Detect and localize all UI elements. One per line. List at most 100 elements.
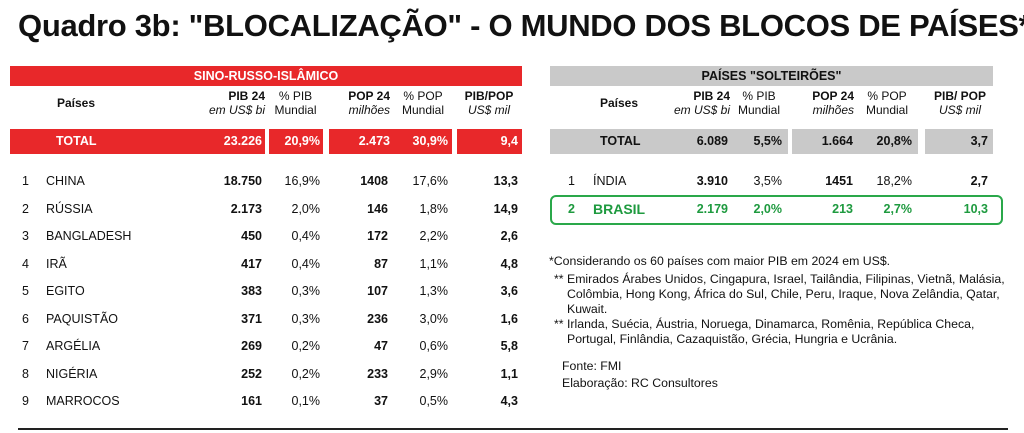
cell-pib: 18.750 [223, 174, 262, 188]
cell-pct-pop: 1,8% [419, 201, 449, 216]
left-total-bar-seg2 [269, 129, 323, 154]
cell-name: EGITO [46, 284, 85, 298]
right-total-pop: 1.664 [821, 134, 853, 148]
cell-pct-pop: 2,7% [883, 202, 913, 216]
cell-pib: 161 [241, 394, 262, 408]
right-col-pct-pop: % POP Mundial [865, 89, 909, 117]
cell-n: 4 [22, 256, 29, 271]
table-row: 6 PAQUISTÃO 371 0,3% 236 3,0% 1,6 [0, 306, 1024, 333]
cell-name: ÍNDIA [593, 174, 627, 188]
cell-pib: 383 [241, 284, 262, 298]
left-total-pct-pop: 30,9% [412, 134, 448, 148]
cell-pct-pib: 0,2% [291, 366, 321, 381]
right-total-bar-seg2 [792, 129, 918, 154]
right-col-pop: POP 24 milhões [812, 89, 854, 117]
cell-pct-pop: 0,5% [419, 394, 449, 408]
cell-name: PAQUISTÃO [46, 311, 119, 326]
left-col-pct-pop: % POP Mundial [401, 89, 445, 117]
right-total-pct-pib: 5,5% [753, 134, 783, 148]
right-total-bar-seg3 [925, 129, 993, 154]
right-table-heading: PAÍSES "SOLTEIRÕES" [550, 66, 993, 86]
cell-pib: 269 [241, 339, 262, 353]
cell-pop: 233 [367, 366, 388, 381]
cell-pct-pib: 16,9% [284, 174, 320, 188]
table-row: 3 BANGLADESH 450 0,4% 172 2,2% 2,6 [0, 223, 1024, 250]
cell-name: CHINA [46, 174, 85, 188]
right-total-label: TOTAL [600, 134, 641, 148]
left-total-bar-seg4 [457, 129, 522, 154]
footnote-2: ** Emirados Árabes Unidos, Cingapura, Is… [554, 272, 1005, 316]
left-total-pib: 23.226 [223, 134, 262, 148]
table-row: 1 CHINA 18.750 16,9% 1408 17,6% 13,3 [0, 168, 1024, 195]
table-row-brasil: 2 BRASIL 2.179 2,0% 213 2,7% 10,3 [0, 196, 1024, 223]
cell-pct-pop: 1,3% [419, 284, 449, 298]
cell-pib: 3.910 [696, 174, 728, 188]
cell-pct-pop: 1,1% [419, 256, 449, 271]
left-total-pib-pop: 9,4 [500, 134, 518, 148]
cell-pib-pop: 1,1 [500, 366, 518, 381]
cell-n: 8 [22, 366, 29, 381]
table-row: 9 MARROCOS 161 0,1% 37 0,5% 4,3 [0, 388, 1024, 415]
brasil-highlight-box [550, 195, 1003, 225]
cell-name: MARROCOS [46, 394, 120, 408]
cell-pop: 172 [367, 229, 388, 243]
cell-pct-pop: 3,0% [419, 311, 449, 326]
cell-pop: 1408 [360, 174, 388, 188]
table-row: 2 RÚSSIA 2.173 2,0% 146 1,8% 14,9 [0, 196, 1024, 223]
cell-pop: 236 [367, 311, 388, 326]
left-col-pib-pop: PIB/POP US$ mil [464, 89, 514, 117]
right-total-pct-pop: 20,8% [876, 134, 912, 148]
left-total-label: TOTAL [56, 134, 97, 148]
left-total-bar [10, 129, 265, 154]
left-col-pct-pib: % PIB Mundial [274, 89, 317, 117]
cell-pop: 213 [832, 202, 853, 216]
cell-pct-pop: 2,2% [419, 229, 449, 243]
cell-name: BRASIL [593, 201, 646, 217]
left-total-pop: 2.473 [358, 134, 390, 148]
cell-pib-pop: 1,6 [500, 311, 518, 326]
table-row: 8 NIGÉRIA 252 0,2% 233 2,9% 1,1 [0, 361, 1024, 388]
footnotes: *Considerando os 60 países com maior PIB… [549, 254, 1014, 391]
cell-pct-pib: 0,2% [291, 339, 321, 353]
cell-pct-pib: 2,0% [291, 201, 321, 216]
right-total-bar [550, 129, 788, 154]
cell-name: ARGÉLIA [46, 339, 101, 353]
cell-pop: 47 [374, 339, 388, 353]
cell-n: 7 [22, 339, 29, 353]
cell-n: 5 [22, 284, 29, 298]
left-total-pct-pib: 20,9% [284, 134, 320, 148]
cell-pib-pop: 2,6 [500, 229, 518, 243]
cell-n: 9 [22, 394, 29, 408]
cell-pop: 146 [367, 201, 388, 216]
cell-pct-pop: 17,6% [412, 174, 448, 188]
cell-pib: 2.179 [696, 202, 728, 216]
cell-pop: 87 [374, 256, 388, 271]
footnote-1: *Considerando os 60 países com maior PIB… [549, 254, 891, 268]
cell-pct-pib: 0,3% [291, 284, 321, 298]
right-col-paises: Países [600, 96, 639, 110]
cell-pib: 450 [241, 229, 262, 243]
cell-name: BANGLADESH [46, 229, 132, 243]
cell-name: RÚSSIA [46, 201, 93, 216]
cell-pib-pop: 4,3 [500, 394, 518, 408]
cell-pib-pop: 13,3 [493, 174, 518, 188]
cell-pib: 417 [241, 256, 262, 271]
cell-pib-pop: 4,8 [500, 256, 518, 271]
cell-pib: 2.173 [230, 201, 262, 216]
cell-pib: 252 [241, 366, 262, 381]
left-col-paises: Países [57, 96, 96, 110]
cell-pct-pib: 0,1% [291, 394, 321, 408]
cell-n: 1 [22, 174, 29, 188]
table-row: 7 ARGÉLIA 269 0,2% 47 0,6% 5,8 [0, 333, 1024, 360]
table-row: 1 ÍNDIA 3.910 3,5% 1451 18,2% 2,7 [0, 168, 1024, 195]
cell-name: IRÃ [46, 256, 67, 271]
right-col-pct-pib: % PIB Mundial [737, 89, 781, 117]
cell-n: 1 [568, 174, 575, 188]
left-table-heading: SINO-RUSSO-ISLÂMICO [10, 66, 522, 86]
author-note: Elaboração: RC Consultores [562, 376, 718, 390]
cell-pct-pop: 0,6% [419, 339, 449, 353]
right-total-pib: 6.089 [696, 134, 728, 148]
page-title: Quadro 3b: "BLOCALIZAÇÃO" - O MUNDO DOS … [18, 8, 1024, 43]
cell-pct-pop: 2,9% [419, 366, 449, 381]
cell-n: 2 [22, 201, 29, 216]
